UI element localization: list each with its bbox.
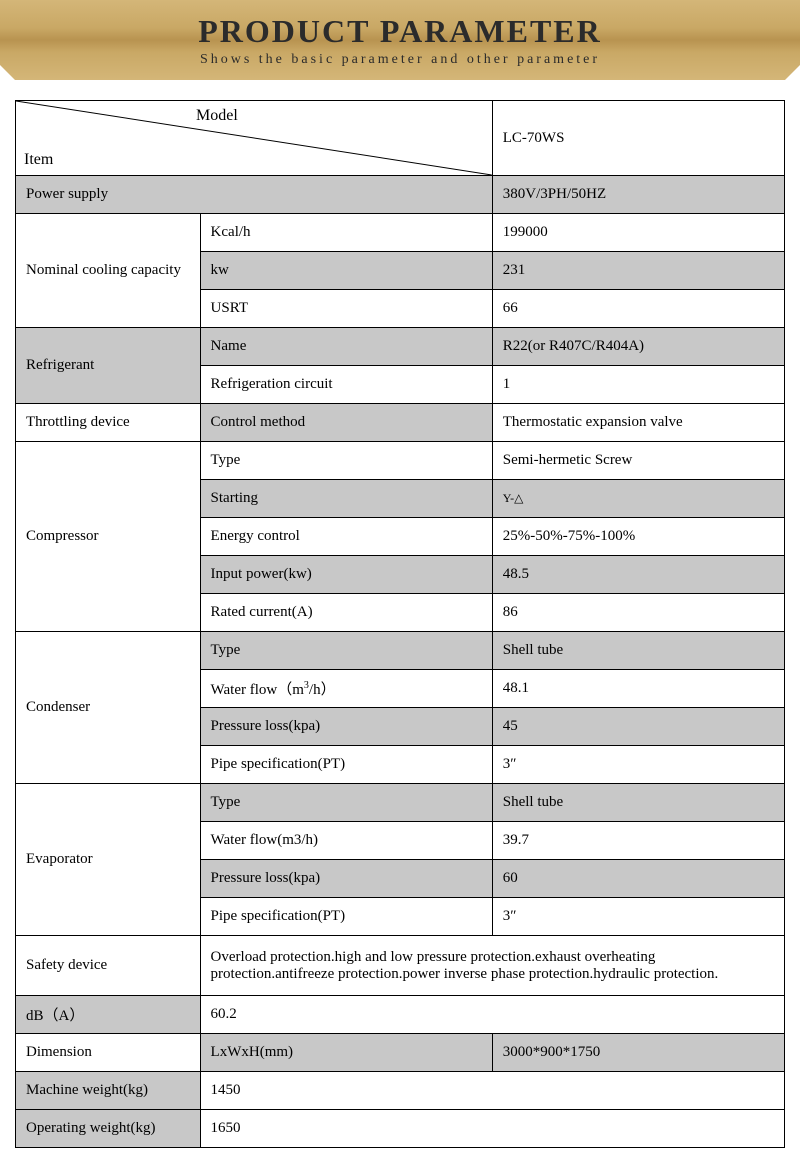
compressor-current-value: 86 xyxy=(492,594,784,632)
table-row: Evaporator Type Shell tube xyxy=(16,784,785,822)
cooling-kw-label: kw xyxy=(200,252,492,290)
table-row: Model Item LC-70WS xyxy=(16,101,785,176)
safety-label: Safety device xyxy=(16,936,201,996)
dim-sub: LxWxH(mm) xyxy=(200,1034,492,1072)
power-supply-label: Power supply xyxy=(16,176,493,214)
db-value: 60.2 xyxy=(200,996,784,1034)
evaporator-type-value: Shell tube xyxy=(492,784,784,822)
throttling-label: Throttling device xyxy=(16,404,201,442)
model-value: LC-70WS xyxy=(492,101,784,176)
compressor-type-value: Semi-hermetic Screw xyxy=(492,442,784,480)
throttling-sub: Control method xyxy=(200,404,492,442)
power-supply-value: 380V/3PH/50HZ xyxy=(492,176,784,214)
compressor-type-label: Type xyxy=(200,442,492,480)
evaporator-flow-value: 39.7 xyxy=(492,822,784,860)
compressor-energy-value: 25%-50%-75%-100% xyxy=(492,518,784,556)
cooling-usrt-label: USRT xyxy=(200,290,492,328)
table-row: Condenser Type Shell tube xyxy=(16,632,785,670)
compressor-current-label: Rated current(A) xyxy=(200,594,492,632)
cooling-usrt-value: 66 xyxy=(492,290,784,328)
cooling-kcal-label: Kcal/h xyxy=(200,214,492,252)
table-row: Nominal cooling capacity Kcal/h 199000 xyxy=(16,214,785,252)
compressor-power-label: Input power(kw) xyxy=(200,556,492,594)
condenser-label: Condenser xyxy=(16,632,201,784)
table-row: Refrigerant Name R22(or R407C/R404A) xyxy=(16,328,785,366)
refrigerant-name-label: Name xyxy=(200,328,492,366)
evaporator-press-label: Pressure loss(kpa) xyxy=(200,860,492,898)
safety-value: Overload protection.high and low pressur… xyxy=(200,936,784,996)
cooling-kw-value: 231 xyxy=(492,252,784,290)
condenser-type-label: Type xyxy=(200,632,492,670)
header-item-label: Item xyxy=(24,151,53,169)
evaporator-type-label: Type xyxy=(200,784,492,822)
table-row: Machine weight(kg) 1450 xyxy=(16,1072,785,1110)
mw-label: Machine weight(kg) xyxy=(16,1072,201,1110)
mw-value: 1450 xyxy=(200,1072,784,1110)
dim-label: Dimension xyxy=(16,1034,201,1072)
banner: PRODUCT PARAMETER Shows the basic parame… xyxy=(0,0,800,80)
condenser-type-value: Shell tube xyxy=(492,632,784,670)
compressor-label: Compressor xyxy=(16,442,201,632)
parameter-table-wrap: Model Item LC-70WS Power supply 380V/3PH… xyxy=(0,80,800,1168)
evaporator-press-value: 60 xyxy=(492,860,784,898)
banner-title: PRODUCT PARAMETER xyxy=(198,13,601,50)
cooling-label: Nominal cooling capacity xyxy=(16,214,201,328)
condenser-press-value: 45 xyxy=(492,708,784,746)
parameter-table: Model Item LC-70WS Power supply 380V/3PH… xyxy=(15,100,785,1148)
dim-value: 3000*900*1750 xyxy=(492,1034,784,1072)
evaporator-label: Evaporator xyxy=(16,784,201,936)
refrigerant-name-value: R22(or R407C/R404A) xyxy=(492,328,784,366)
condenser-flow-label: Water flow（m3/h） xyxy=(200,670,492,708)
evaporator-flow-label: Water flow(m3/h) xyxy=(200,822,492,860)
compressor-start-value: Y-△ xyxy=(492,480,784,518)
banner-subtitle: Shows the basic parameter and other para… xyxy=(200,52,600,68)
table-row: Throttling device Control method Thermos… xyxy=(16,404,785,442)
compressor-energy-label: Energy control xyxy=(200,518,492,556)
header-model-label: Model xyxy=(196,107,238,125)
throttling-value: Thermostatic expansion valve xyxy=(492,404,784,442)
ow-label: Operating weight(kg) xyxy=(16,1110,201,1148)
condenser-pipe-label: Pipe specification(PT) xyxy=(200,746,492,784)
evaporator-pipe-value: 3″ xyxy=(492,898,784,936)
table-row: Power supply 380V/3PH/50HZ xyxy=(16,176,785,214)
refrigerant-circuit-value: 1 xyxy=(492,366,784,404)
ow-value: 1650 xyxy=(200,1110,784,1148)
table-row: Dimension LxWxH(mm) 3000*900*1750 xyxy=(16,1034,785,1072)
table-row: Compressor Type Semi-hermetic Screw xyxy=(16,442,785,480)
condenser-press-label: Pressure loss(kpa) xyxy=(200,708,492,746)
condenser-flow-value: 48.1 xyxy=(492,670,784,708)
table-row: Safety device Overload protection.high a… xyxy=(16,936,785,996)
evaporator-pipe-label: Pipe specification(PT) xyxy=(200,898,492,936)
refrigerant-circuit-label: Refrigeration circuit xyxy=(200,366,492,404)
compressor-power-value: 48.5 xyxy=(492,556,784,594)
header-diagonal-cell: Model Item xyxy=(16,101,493,176)
condenser-pipe-value: 3″ xyxy=(492,746,784,784)
compressor-start-label: Starting xyxy=(200,480,492,518)
table-row: Operating weight(kg) 1650 xyxy=(16,1110,785,1148)
cooling-kcal-value: 199000 xyxy=(492,214,784,252)
db-label: dB（A） xyxy=(16,996,201,1034)
table-row: dB（A） 60.2 xyxy=(16,996,785,1034)
refrigerant-label: Refrigerant xyxy=(16,328,201,404)
